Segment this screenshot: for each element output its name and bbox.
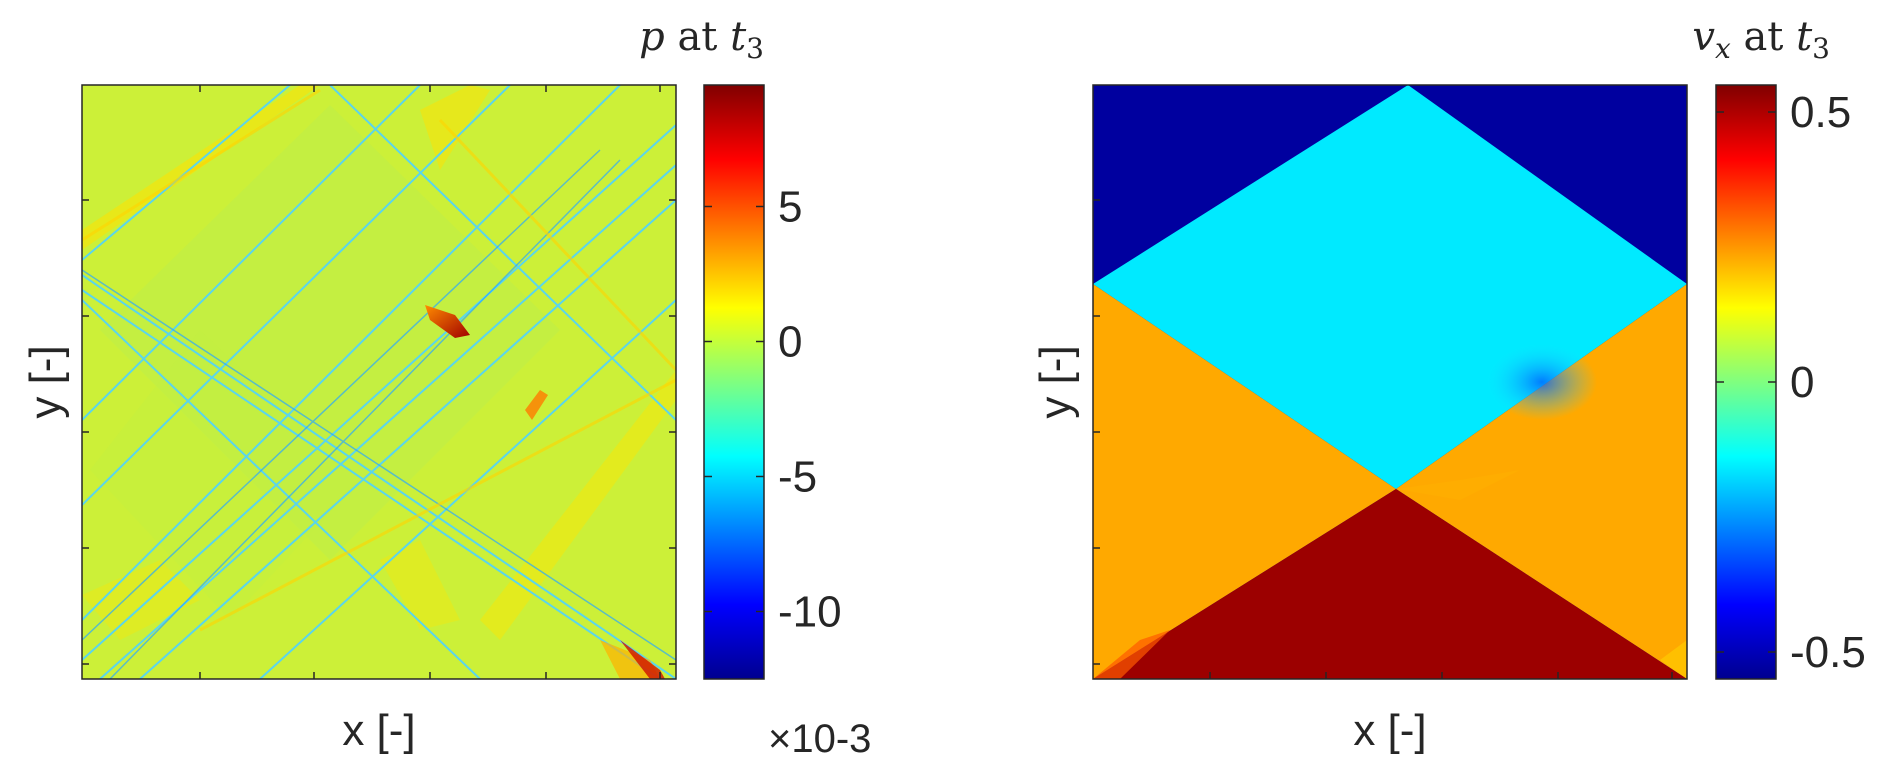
- velocity-y-axis-label: y [-]: [1031, 345, 1080, 418]
- region-right-triangle: [1396, 284, 1687, 679]
- pressure-y-axis-label: y [-]: [21, 345, 70, 418]
- velocity-x-axis-label: x [-]: [1353, 706, 1426, 755]
- pressure-tick-marks: [82, 85, 676, 679]
- velocity-heatmap: [1093, 85, 1687, 679]
- pressure-axes-box: [81, 84, 677, 680]
- velocity-colorbar-title: vx at t3: [1692, 14, 1830, 65]
- pressure-colorbar-tick-label: -5: [778, 453, 817, 502]
- velocity-colorbar-tick-label: 0.5: [1790, 88, 1851, 137]
- pressure-colorbar-tick-label: -10: [778, 588, 842, 637]
- velocity-tick-marks: [1093, 199, 1673, 679]
- velocity-colorbar-tick-label: 0: [1790, 358, 1814, 407]
- velocity-colorbar-tick-label: -0.5: [1790, 628, 1866, 677]
- velocity-axes-box: [1092, 84, 1688, 680]
- velocity-colorbar-ticks: 0.5 0 -0.5: [1716, 88, 1866, 677]
- pressure-heatmap: [82, 85, 676, 679]
- region-left-triangle: [1093, 284, 1396, 679]
- velocity-colorbar: [1715, 84, 1777, 680]
- pressure-colorbar-ticks: 5 0 -5 -10: [704, 183, 842, 637]
- pressure-colorbar-tick-label: 5: [778, 183, 802, 232]
- pressure-colorbar-title: p at t3: [639, 14, 764, 65]
- region-bottom-triangle: [1093, 489, 1687, 679]
- pressure-colorbar-exponent: ×10-3: [768, 717, 871, 761]
- velocity-panel: x [-] y [-] 0.5 0 -0.5 vx at t3: [1031, 14, 1866, 755]
- pressure-colorbar-tick-label: 0: [778, 318, 802, 367]
- pressure-panel: x [-] y [-] 5 0 -5 -10 p at t3 ×10-3: [21, 14, 871, 761]
- pressure-colorbar: [703, 84, 765, 680]
- pressure-x-axis-label: x [-]: [342, 706, 415, 755]
